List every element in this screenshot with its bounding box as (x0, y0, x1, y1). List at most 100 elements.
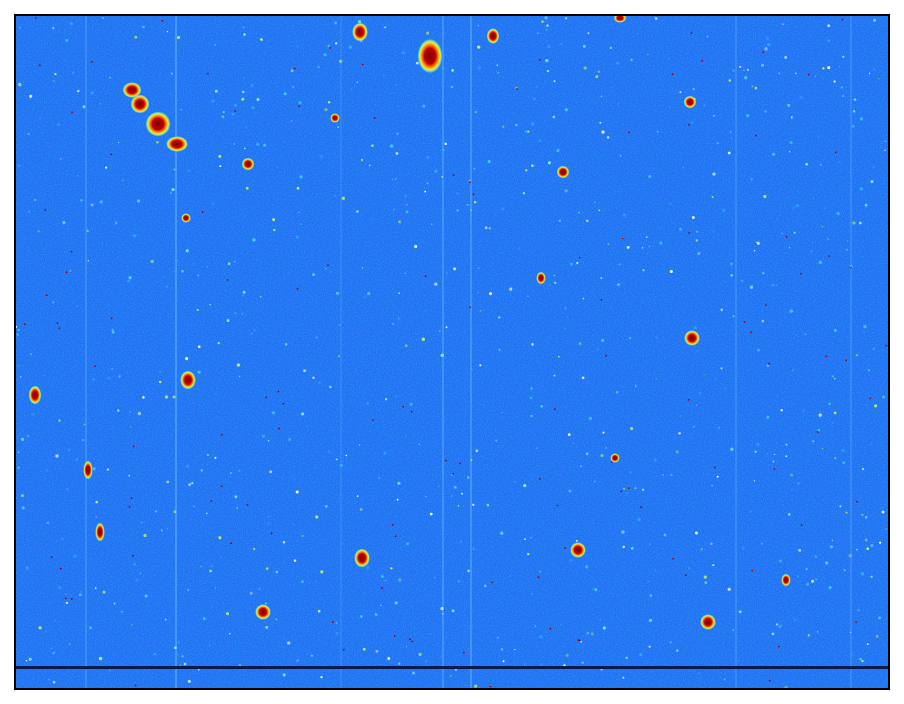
speck (384, 398, 388, 401)
speck (338, 355, 341, 358)
star (486, 28, 500, 44)
red-speck (110, 317, 113, 320)
speck (696, 230, 698, 233)
speck (109, 76, 111, 79)
red-speck (850, 266, 852, 269)
speck (812, 440, 815, 443)
speck (205, 512, 208, 515)
red-speck (132, 554, 135, 557)
star (181, 213, 191, 223)
speck (855, 354, 859, 357)
speck (135, 578, 139, 582)
speck (484, 226, 488, 230)
red-speck (409, 638, 411, 641)
speck (389, 144, 394, 148)
speck (281, 477, 284, 479)
speck (522, 192, 526, 195)
red-speck (393, 635, 396, 637)
speck (426, 31, 430, 35)
red-speck (329, 47, 331, 49)
speck (166, 30, 169, 33)
speck (781, 232, 783, 235)
speck (453, 267, 457, 271)
speck (87, 260, 89, 262)
speck (856, 548, 858, 551)
speck (61, 537, 64, 540)
speck (442, 148, 445, 152)
speck (735, 600, 738, 603)
speck (477, 66, 481, 70)
speck (750, 177, 753, 181)
speck (315, 336, 318, 339)
speck (749, 285, 754, 289)
speck (477, 24, 480, 27)
speck (771, 632, 775, 636)
speck (76, 305, 79, 307)
speck (523, 483, 527, 488)
speck (582, 44, 586, 48)
speck (863, 331, 865, 333)
speck (814, 555, 818, 558)
speck (622, 545, 625, 549)
speck (477, 266, 480, 270)
speck (86, 229, 89, 232)
speck (539, 571, 541, 573)
speck (282, 673, 286, 677)
speck (45, 468, 48, 472)
speck (95, 500, 98, 504)
red-speck (750, 331, 752, 334)
speck (418, 443, 421, 446)
speck (873, 18, 876, 22)
speck (219, 165, 222, 168)
speck (760, 542, 763, 545)
speck (849, 631, 852, 634)
speck (394, 395, 398, 398)
speck (858, 392, 861, 394)
speck (295, 490, 299, 494)
speck (852, 109, 856, 113)
star (536, 271, 546, 285)
speck (746, 68, 750, 72)
speck (296, 186, 300, 190)
red-speck (230, 542, 232, 545)
speck (641, 488, 645, 491)
speck (586, 219, 589, 223)
speck (581, 661, 585, 665)
speck (716, 475, 719, 478)
speck (225, 39, 228, 42)
speck (296, 659, 299, 662)
speck (669, 269, 673, 274)
speck (596, 347, 600, 351)
speck (878, 616, 882, 620)
speck (741, 546, 745, 550)
speck (828, 586, 832, 589)
speck (472, 503, 475, 506)
speck (172, 395, 176, 399)
speck (350, 88, 353, 91)
speck (164, 395, 169, 399)
speck (727, 151, 731, 155)
speck (363, 295, 367, 299)
speck (723, 678, 726, 681)
speck (772, 152, 776, 156)
speck (553, 274, 556, 277)
red-speck (743, 321, 746, 323)
speck (831, 539, 834, 542)
speck (751, 85, 754, 88)
speck (200, 565, 202, 568)
speck (424, 659, 428, 663)
speck (422, 104, 426, 108)
speck (676, 649, 679, 652)
speck (299, 175, 303, 179)
speck (171, 187, 175, 192)
speck (234, 495, 238, 499)
speck (536, 447, 538, 449)
speck (110, 367, 114, 370)
speck (761, 319, 765, 323)
speck (515, 123, 518, 127)
speck (102, 590, 106, 594)
speck (713, 114, 715, 117)
speck (546, 24, 549, 27)
speck (691, 216, 695, 219)
speck (764, 110, 767, 113)
